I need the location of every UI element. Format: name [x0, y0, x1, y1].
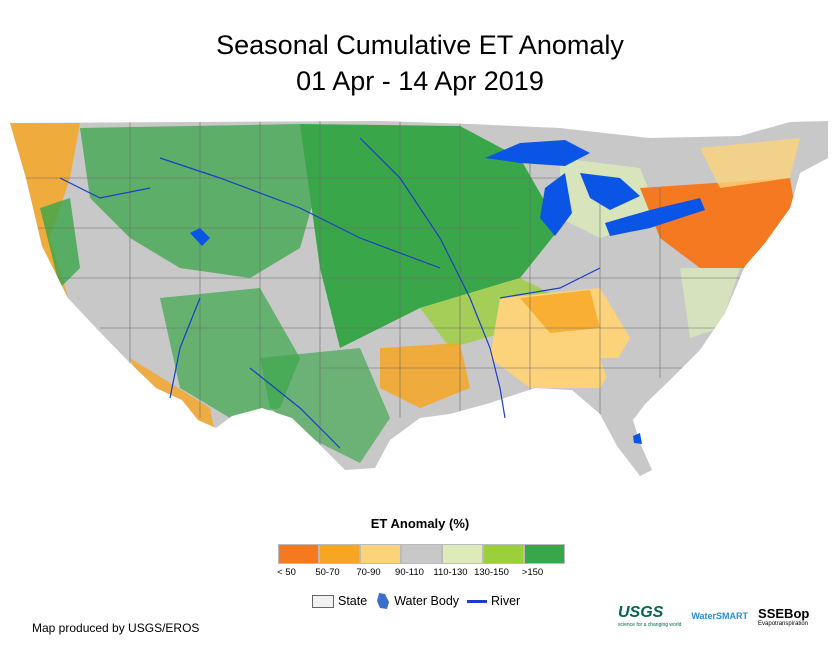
legend-labels: < 50 50-70 70-90 90-110 110-130 130-150 … [266, 567, 553, 578]
legend-label: 130-150 [474, 567, 509, 578]
river-missouri [159, 157, 441, 269]
usgs-wordmark: USGS [618, 604, 664, 621]
water-bodies [190, 140, 705, 444]
lake-erie-ontario [605, 198, 705, 236]
map-title: Seasonal Cumulative ET Anomaly [216, 30, 624, 60]
anomaly-zone-new-england [700, 138, 800, 188]
watersmart-logo: WaterSMART [691, 611, 749, 621]
key-river-label: River [491, 594, 521, 608]
legend-swatch [278, 544, 319, 564]
anomaly-zone-four-corners [160, 288, 300, 418]
key-water: Water Body [375, 592, 459, 610]
lake-superior [485, 140, 590, 166]
legend-swatch [524, 544, 565, 564]
river-colorado [169, 297, 201, 399]
anomaly-zone-texas [260, 348, 390, 463]
date-range: 01 Apr - 14 Apr 2019 [296, 66, 544, 96]
key-state-label: State [338, 594, 368, 608]
legend-swatch [401, 544, 442, 564]
legend-swatch [483, 544, 524, 564]
usgs-logo: USGS science for a changing world [618, 604, 681, 628]
legend-label: 110-130 [433, 567, 468, 578]
legend-swatch [360, 544, 401, 564]
legend-label: 50-70 [315, 567, 340, 578]
ssebop-subtitle: Evapotranspiration [758, 620, 809, 627]
lake-michigan [540, 173, 572, 236]
ssebop-wordmark: SSEBop [758, 605, 810, 621]
legend-swatches [278, 544, 565, 564]
legend-label: 70-90 [356, 567, 381, 578]
key-river: River [467, 594, 520, 608]
lake-huron [580, 173, 640, 210]
state-swatch-icon [312, 594, 334, 608]
rivers [59, 137, 601, 449]
great-salt-lake [190, 228, 210, 246]
legend-label: < 50 [277, 567, 296, 578]
logos: USGS science for a changing world WaterS… [618, 604, 809, 628]
anomaly-zone-west-coast [10, 123, 120, 368]
water-drop-icon [377, 593, 390, 609]
river-ohio [499, 267, 601, 299]
map-credit: Map produced by USGS/EROS [32, 621, 200, 635]
legend-label: 90-110 [395, 567, 424, 578]
river-columbia [59, 177, 151, 199]
key-water-label: Water Body [394, 594, 460, 608]
anomaly-zone-east-texas [380, 343, 470, 408]
river-rio-grande [249, 367, 341, 449]
river-line-icon [467, 599, 488, 603]
anomaly-zone-pacific-nw [40, 198, 80, 288]
anomaly-zone-georgia [600, 358, 660, 418]
legend-swatch [319, 544, 360, 564]
ssebop-logo: SSEBop Evapotranspiration [758, 606, 809, 627]
legend-label: >150 [521, 567, 544, 578]
legend-title: ET Anomaly (%) [370, 516, 470, 531]
anomaly-zone-mid-atlantic [680, 268, 740, 338]
river-mississippi [359, 137, 506, 419]
key-state: State [312, 594, 367, 608]
anomaly-zone-northeast [640, 178, 800, 268]
et-anomaly-map [10, 121, 828, 476]
map-key: State Water Body River [312, 592, 528, 610]
anomaly-zone-tennessee [520, 290, 600, 333]
usgs-tagline: science for a changing world [618, 622, 682, 628]
anomaly-zone-great-plains [300, 124, 560, 348]
legend-swatch [442, 544, 483, 564]
lake-okeechobee [633, 433, 642, 444]
